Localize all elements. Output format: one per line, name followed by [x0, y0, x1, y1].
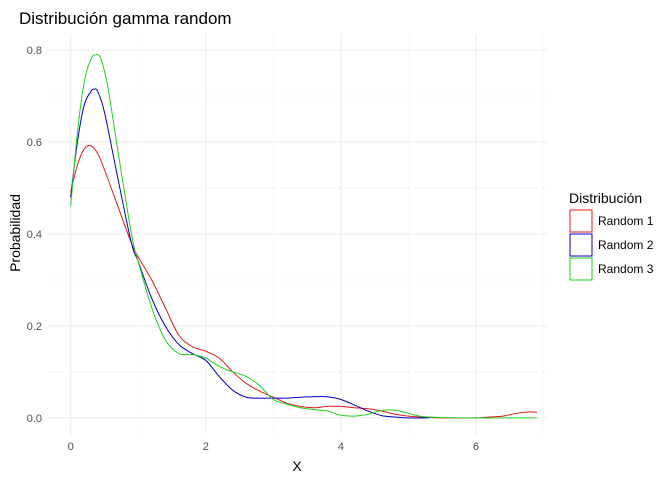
x-axis-ticks: 0 2 4 6: [68, 441, 480, 453]
series-line-random-1: [70, 144, 537, 419]
y-axis-title: Probabilidad: [7, 194, 23, 272]
legend-label: Random 2: [598, 238, 654, 252]
y-axis-ticks: 0.0 0.2 0.4 0.6 0.8: [27, 45, 42, 425]
legend-key-random-3: [569, 257, 593, 281]
x-tick-label: 2: [203, 441, 209, 453]
x-tick-label: 4: [338, 441, 344, 453]
legend: Distribución Random 1 Random 2 Random 3: [569, 190, 654, 281]
plot-grid: [47, 34, 547, 434]
series-lines: [70, 54, 537, 419]
x-tick-label: 6: [473, 441, 479, 453]
legend-items: Random 1 Random 2 Random 3: [569, 209, 654, 281]
series-line-random-2: [70, 88, 429, 419]
y-tick-label: 0.4: [27, 229, 42, 241]
y-tick-label: 0.2: [27, 321, 42, 333]
y-tick-label: 0.6: [27, 137, 42, 149]
x-axis-title: X: [292, 458, 302, 474]
chart-title: Distribución gamma random: [19, 9, 232, 28]
y-tick-label: 0.0: [27, 413, 42, 425]
legend-title: Distribución: [569, 190, 642, 206]
legend-label: Random 3: [598, 262, 654, 276]
legend-key-random-1: [569, 209, 593, 233]
legend-label: Random 1: [598, 214, 654, 228]
x-tick-label: 0: [68, 441, 74, 453]
series-line-random-3: [70, 54, 537, 419]
y-tick-label: 0.8: [27, 45, 42, 57]
legend-key-random-2: [569, 233, 593, 257]
